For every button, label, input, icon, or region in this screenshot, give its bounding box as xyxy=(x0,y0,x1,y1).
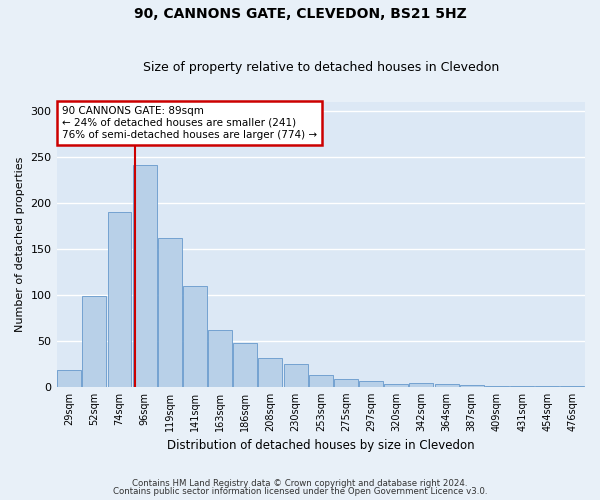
Title: Size of property relative to detached houses in Clevedon: Size of property relative to detached ho… xyxy=(143,62,499,74)
Bar xyxy=(334,378,358,387)
Bar xyxy=(57,370,81,387)
Bar xyxy=(460,385,484,387)
Bar xyxy=(359,382,383,387)
Text: 90 CANNONS GATE: 89sqm
← 24% of detached houses are smaller (241)
76% of semi-de: 90 CANNONS GATE: 89sqm ← 24% of detached… xyxy=(62,106,317,140)
Bar xyxy=(259,358,283,387)
Bar xyxy=(434,384,458,387)
Bar xyxy=(233,342,257,387)
Bar xyxy=(309,375,333,387)
Bar xyxy=(183,286,207,387)
Text: 90, CANNONS GATE, CLEVEDON, BS21 5HZ: 90, CANNONS GATE, CLEVEDON, BS21 5HZ xyxy=(134,8,466,22)
Y-axis label: Number of detached properties: Number of detached properties xyxy=(15,156,25,332)
Bar xyxy=(208,330,232,387)
Bar xyxy=(510,386,534,387)
Bar xyxy=(560,386,584,387)
Bar xyxy=(409,383,433,387)
Bar xyxy=(385,384,408,387)
Bar xyxy=(107,212,131,387)
Bar xyxy=(485,386,509,387)
Text: Contains HM Land Registry data © Crown copyright and database right 2024.: Contains HM Land Registry data © Crown c… xyxy=(132,478,468,488)
X-axis label: Distribution of detached houses by size in Clevedon: Distribution of detached houses by size … xyxy=(167,440,475,452)
Text: Contains public sector information licensed under the Open Government Licence v3: Contains public sector information licen… xyxy=(113,487,487,496)
Bar xyxy=(284,364,308,387)
Bar xyxy=(158,238,182,387)
Bar xyxy=(82,296,106,387)
Bar xyxy=(133,164,157,387)
Bar xyxy=(535,386,559,387)
